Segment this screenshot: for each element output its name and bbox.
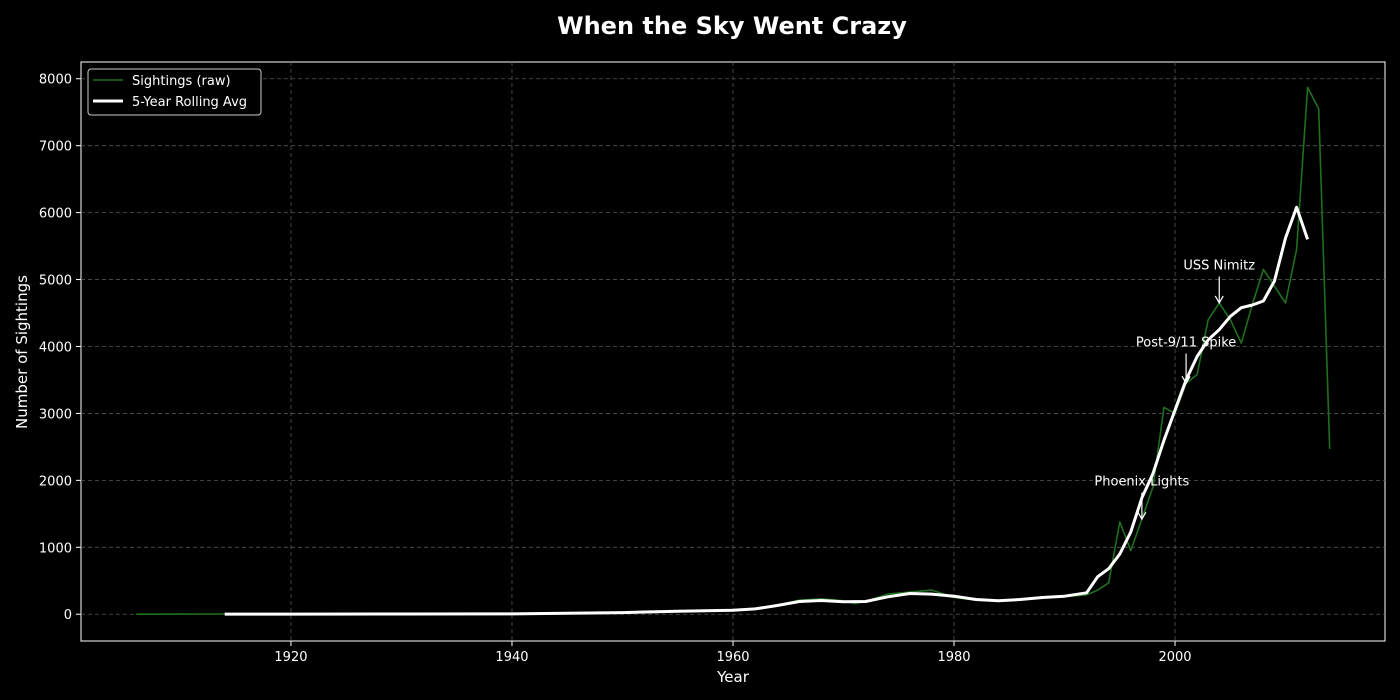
y-tick-label: 2000 [39, 474, 72, 489]
legend: Sightings (raw) 5-Year Rolling Avg [87, 68, 262, 116]
x-tick-label: 1980 [937, 650, 970, 665]
y-tick-label: 7000 [39, 140, 72, 155]
x-tick-label: 2000 [1158, 650, 1191, 665]
x-axis-label: Year [716, 668, 750, 686]
y-tick-label: 3000 [39, 407, 72, 422]
annotation-phoenix-lights: Phoenix Lights [1094, 475, 1189, 490]
annotation-uss-nimitz: USS Nimitz [1183, 259, 1255, 274]
y-tick-label: 8000 [39, 73, 72, 88]
y-tick-label: 0 [64, 608, 72, 623]
annotation-post-911: Post-9/11 Spike [1136, 335, 1236, 350]
x-tick-label: 1940 [495, 650, 528, 665]
x-axis-ticks: 1920 1940 1960 1980 2000 [274, 641, 1192, 665]
series-line-rolling-avg [224, 205, 1310, 616]
legend-label-rolling-avg: 5-Year Rolling Avg [132, 95, 247, 110]
annotation-arrowhead [1137, 511, 1147, 521]
y-tick-label: 1000 [39, 541, 72, 556]
series-layer [136, 86, 1331, 616]
y-axis-ticks: 0 1000 2000 3000 4000 5000 6000 7000 8000 [39, 73, 81, 623]
annotation-arrowhead [1214, 295, 1224, 305]
y-tick-label: 5000 [39, 274, 72, 289]
y-tick-label: 4000 [39, 340, 72, 355]
annotation-layer: Phoenix Lights Post-9/11 Spike USS Nimitz [1094, 259, 1255, 521]
chart-title: When the Sky Went Crazy [557, 12, 907, 40]
x-tick-label: 1920 [274, 650, 307, 665]
grid-lines [81, 62, 1385, 641]
y-axis-label: Number of Sightings [13, 275, 31, 429]
annotation-arrowhead [1181, 375, 1191, 385]
legend-box [87, 68, 262, 116]
x-tick-label: 1960 [716, 650, 749, 665]
y-tick-label: 6000 [39, 207, 72, 222]
legend-label-raw: Sightings (raw) [132, 74, 231, 89]
